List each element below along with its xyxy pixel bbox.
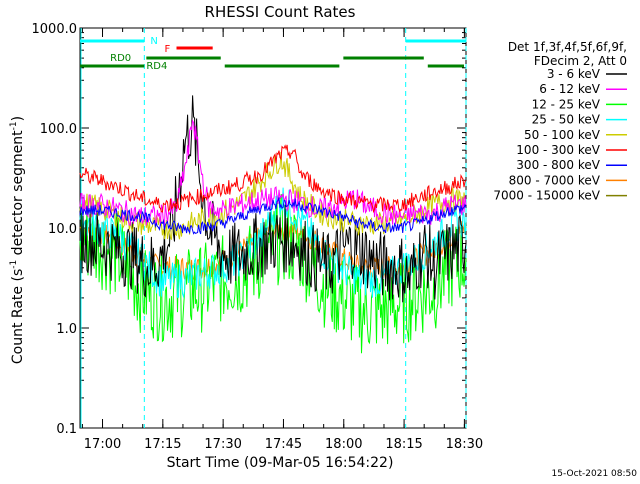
y-axis-label: Count Rate (s-1 detector segment-1)	[9, 116, 26, 364]
x-axis-label: Start Time (09-Mar-05 16:54:22)	[167, 455, 394, 471]
legend-label: 6 - 12 keV	[539, 82, 601, 96]
flare-label: F	[164, 44, 170, 55]
x-tick-label: 18:30	[446, 437, 483, 452]
x-tick-label: 17:00	[84, 437, 121, 452]
x-tick-label: 17:45	[265, 437, 302, 452]
legend-header: FDecim 2, Att 0	[534, 54, 627, 68]
legend-label: 7000 - 15000 keV	[493, 189, 600, 203]
series-lines	[79, 95, 467, 354]
x-tick-label: 17:30	[204, 437, 241, 452]
y-axis-label-sup1: -1	[9, 260, 19, 269]
legend-label: 800 - 7000 keV	[509, 173, 601, 187]
y-axis-label-sup2: -1	[9, 121, 19, 130]
legend-label: 50 - 100 keV	[524, 128, 601, 142]
series-line	[79, 151, 467, 240]
series-line	[79, 187, 467, 299]
legend-header: Det 1f,3f,4f,5f,6f,9f,	[508, 40, 627, 54]
legend: Det 1f,3f,4f,5f,6f,9f,FDecim 2, Att 03 -…	[493, 40, 627, 203]
series-line	[79, 197, 467, 235]
legend-label: 25 - 50 keV	[532, 113, 601, 127]
y-tick-labels: 1000.0 100.0 10.0 1.0 0.1	[32, 22, 78, 437]
y-tick-label: 100.0	[40, 122, 77, 137]
x-tick-label: 17:15	[144, 437, 181, 452]
series-line	[79, 144, 467, 214]
rd0-label: RD0	[110, 53, 131, 64]
legend-label: 100 - 300 keV	[516, 143, 600, 157]
series-line	[79, 95, 467, 303]
y-tick-label: 0.1	[56, 422, 77, 437]
x-tick-labels: 17:00 17:15 17:30 17:45 18:00 18:15 18:30	[84, 437, 483, 452]
legend-label: 3 - 6 keV	[547, 67, 601, 81]
rd4-label: RD4	[146, 61, 167, 72]
chart-title: RHESSI Count Rates	[205, 3, 356, 21]
legend-label: 300 - 800 keV	[516, 158, 600, 172]
night-label: N	[150, 36, 157, 47]
legend-label: 12 - 25 keV	[532, 97, 601, 111]
y-tick-label: 10.0	[48, 222, 77, 237]
x-tick-label: 18:00	[325, 437, 362, 452]
y-tick-label: 1.0	[56, 322, 77, 337]
timestamp: 15-Oct-2021 08:50	[552, 469, 638, 479]
y-axis-label-mid: detector segment	[10, 130, 26, 260]
y-axis-label-end: )	[10, 116, 26, 121]
x-tick-label: 18:15	[385, 437, 422, 452]
y-axis-label-main: Count Rate (s	[10, 269, 26, 364]
y-tick-label: 1000.0	[32, 22, 78, 37]
